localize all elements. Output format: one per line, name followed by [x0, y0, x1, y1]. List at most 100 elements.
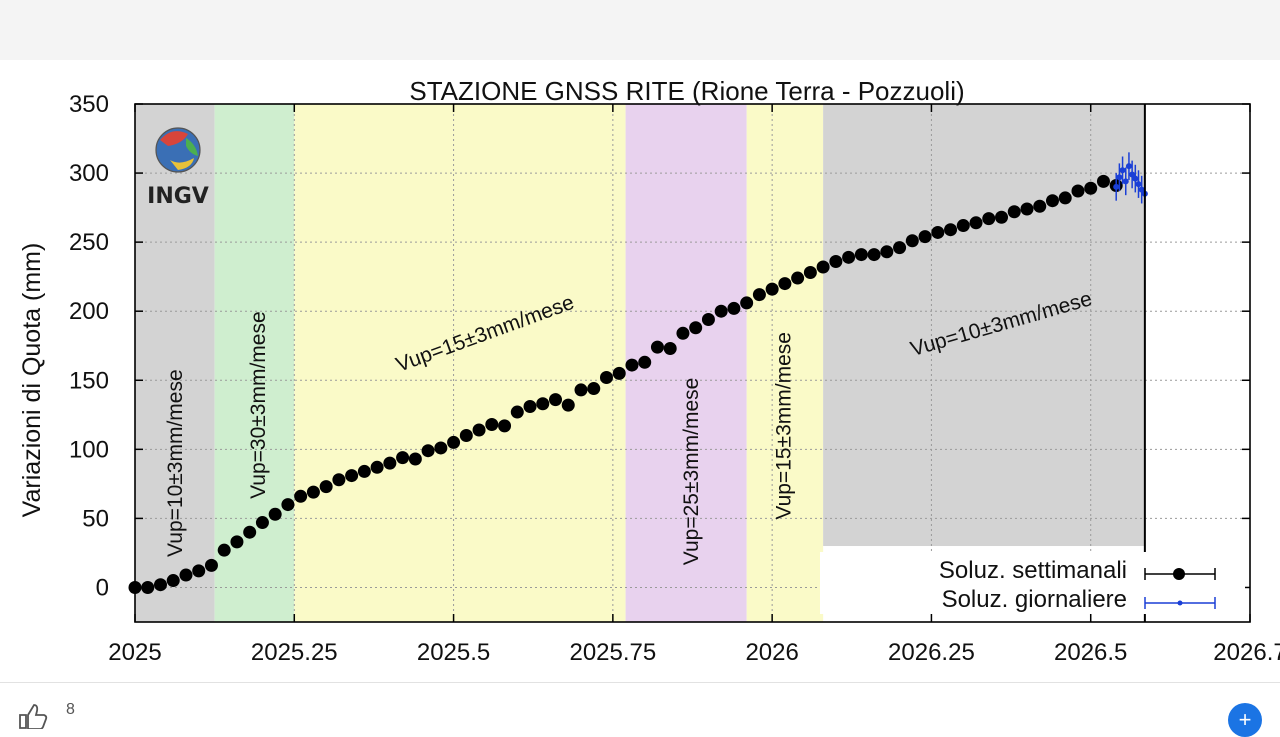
y-tick-label: 50 — [82, 505, 109, 532]
weekly-point — [383, 456, 397, 470]
weekly-point — [217, 543, 231, 557]
weekly-point — [179, 568, 193, 582]
daily-point — [1113, 183, 1120, 190]
weekly-point — [561, 398, 575, 412]
weekly-point — [612, 366, 626, 380]
weekly-point — [294, 489, 308, 503]
weekly-point — [701, 312, 715, 326]
weekly-point — [510, 405, 524, 419]
weekly-point — [625, 358, 639, 372]
x-tick-label: 2025.5 — [417, 639, 490, 666]
y-tick-label: 100 — [69, 436, 109, 463]
y-tick-label: 300 — [69, 160, 109, 187]
weekly-point — [650, 340, 664, 354]
weekly-point — [803, 266, 817, 280]
x-tick-label: 2026.7 — [1213, 639, 1280, 666]
legend-marker-weekly — [1144, 568, 1216, 580]
axes — [134, 103, 1251, 623]
segment-rate-label: Vup=25±3mm/mese — [680, 378, 703, 566]
legend: Soluz. settimanali Soluz. giornaliere — [820, 552, 1245, 614]
legend-marker-daily — [1144, 597, 1216, 609]
weekly-point — [969, 216, 983, 230]
y-tick-label: 0 — [96, 574, 109, 601]
weekly-point — [791, 271, 805, 285]
weekly-point — [153, 578, 167, 592]
x-tick-label: 2026.25 — [888, 639, 975, 666]
daily-point — [1125, 163, 1132, 170]
weekly-point — [676, 326, 690, 340]
weekly-point — [434, 441, 448, 455]
weekly-point — [778, 277, 792, 291]
plus-icon[interactable]: + — [1228, 703, 1262, 737]
weekly-point — [498, 419, 512, 433]
weekly-point — [1007, 205, 1021, 219]
weekly-point — [472, 423, 486, 437]
weekly-point — [995, 210, 1009, 224]
legend-label-daily: Soluz. giornaliere — [942, 586, 1127, 613]
weekly-point — [166, 574, 180, 588]
weekly-point — [408, 452, 422, 466]
weekly-point — [880, 245, 894, 259]
weekly-point — [663, 341, 677, 355]
weekly-point — [1084, 181, 1098, 195]
weekly-point — [230, 535, 244, 549]
chart-svg: Vesuvio Osservatorio o Vup=10±3mm/mese Vu… — [0, 60, 1280, 666]
weekly-point — [370, 460, 384, 474]
weekly-point — [956, 219, 970, 233]
weekly-point — [549, 393, 563, 407]
weekly-point — [740, 296, 754, 310]
weekly-point — [714, 304, 728, 318]
segment-band — [294, 104, 626, 622]
daily-point — [1135, 181, 1142, 188]
x-tick-label: 2026.5 — [1054, 639, 1127, 666]
y-axis-label: Variazioni di Quota (mm) — [18, 243, 46, 518]
daily-point — [1122, 178, 1129, 185]
chart-panel: Vesuvio Osservatorio o Vup=10±3mm/mese Vu… — [0, 60, 1280, 682]
daily-point — [1119, 167, 1126, 174]
post-action-bar: 8 + — [0, 682, 1280, 737]
weekly-point — [243, 525, 257, 539]
weekly-point — [1045, 194, 1059, 208]
daily-point — [1138, 186, 1145, 193]
x-tick-label: 2025.25 — [251, 639, 338, 666]
x-tick-label: 2025 — [108, 639, 161, 666]
ingv-logo-text: INGV — [147, 184, 209, 209]
watermark: Vesuvio Osservatorio o — [0, 60, 1065, 69]
weekly-point — [918, 230, 932, 244]
segment-band — [135, 104, 215, 622]
weekly-point — [396, 451, 410, 465]
weekly-point — [574, 383, 588, 397]
y-tick-label: 200 — [69, 298, 109, 325]
weekly-point — [587, 382, 601, 396]
ingv-logo: INGV — [147, 127, 209, 209]
weekly-point — [523, 400, 537, 414]
segment-rate-label: Vup=30±3mm/mese — [247, 311, 270, 499]
weekly-point — [1071, 184, 1085, 198]
weekly-point — [829, 254, 843, 268]
thumbs-up-icon[interactable] — [18, 703, 48, 729]
weekly-point — [421, 444, 435, 458]
weekly-point — [345, 469, 359, 483]
weekly-point — [357, 464, 371, 478]
weekly-point — [1033, 199, 1047, 213]
weekly-point — [727, 301, 741, 315]
weekly-point — [255, 516, 269, 530]
chart-title: STAZIONE GNSS RITE (Rione Terra - Pozzuo… — [409, 76, 964, 106]
weekly-point — [1058, 191, 1072, 205]
svg-text:Vesuvio: Vesuvio — [0, 60, 274, 64]
weekly-point — [459, 429, 473, 443]
x-tick-label: 2025.75 — [569, 639, 656, 666]
y-tick-label: 350 — [69, 91, 109, 118]
segment-rate-label: Vup=10±3mm/mese — [164, 369, 187, 557]
weekly-point — [332, 473, 346, 487]
weekly-point — [141, 580, 155, 594]
segment-rate-label: Vup=15±3mm/mese — [772, 332, 795, 520]
globe-logo-icon — [155, 127, 201, 173]
plot-frame — [134, 103, 1251, 623]
svg-text:o: o — [998, 60, 1065, 69]
weekly-point — [1096, 174, 1110, 188]
weekly-point — [893, 241, 907, 255]
weekly-point — [944, 223, 958, 237]
weekly-point — [1020, 202, 1034, 216]
